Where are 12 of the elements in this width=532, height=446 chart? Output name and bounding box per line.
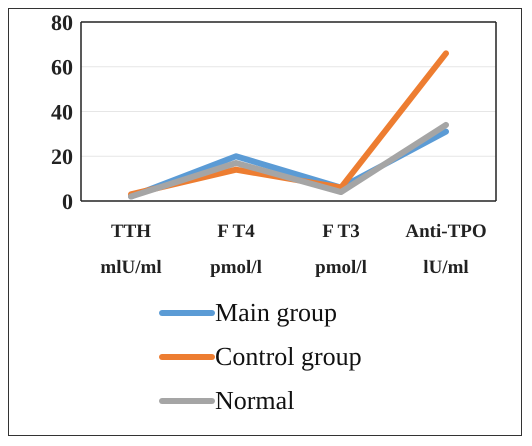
legend-label: Main group <box>215 298 338 328</box>
x-tick-label: Anti-TPO lU/ml <box>405 221 487 278</box>
y-tick-label: 80 <box>51 10 73 35</box>
y-tick-label: 0 <box>62 188 73 214</box>
legend-label: Normal <box>215 386 294 416</box>
y-tick-label: 40 <box>51 99 73 124</box>
y-tick-label: 60 <box>51 54 73 80</box>
y-tick-label: 20 <box>51 144 73 170</box>
x-tick-label: F T4 pmol/l <box>210 221 262 278</box>
x-tick-label: TTH mlU/ml <box>100 221 162 278</box>
legend-label: Control group <box>215 342 362 372</box>
x-tick-label: F T3 pmol/l <box>315 221 367 278</box>
